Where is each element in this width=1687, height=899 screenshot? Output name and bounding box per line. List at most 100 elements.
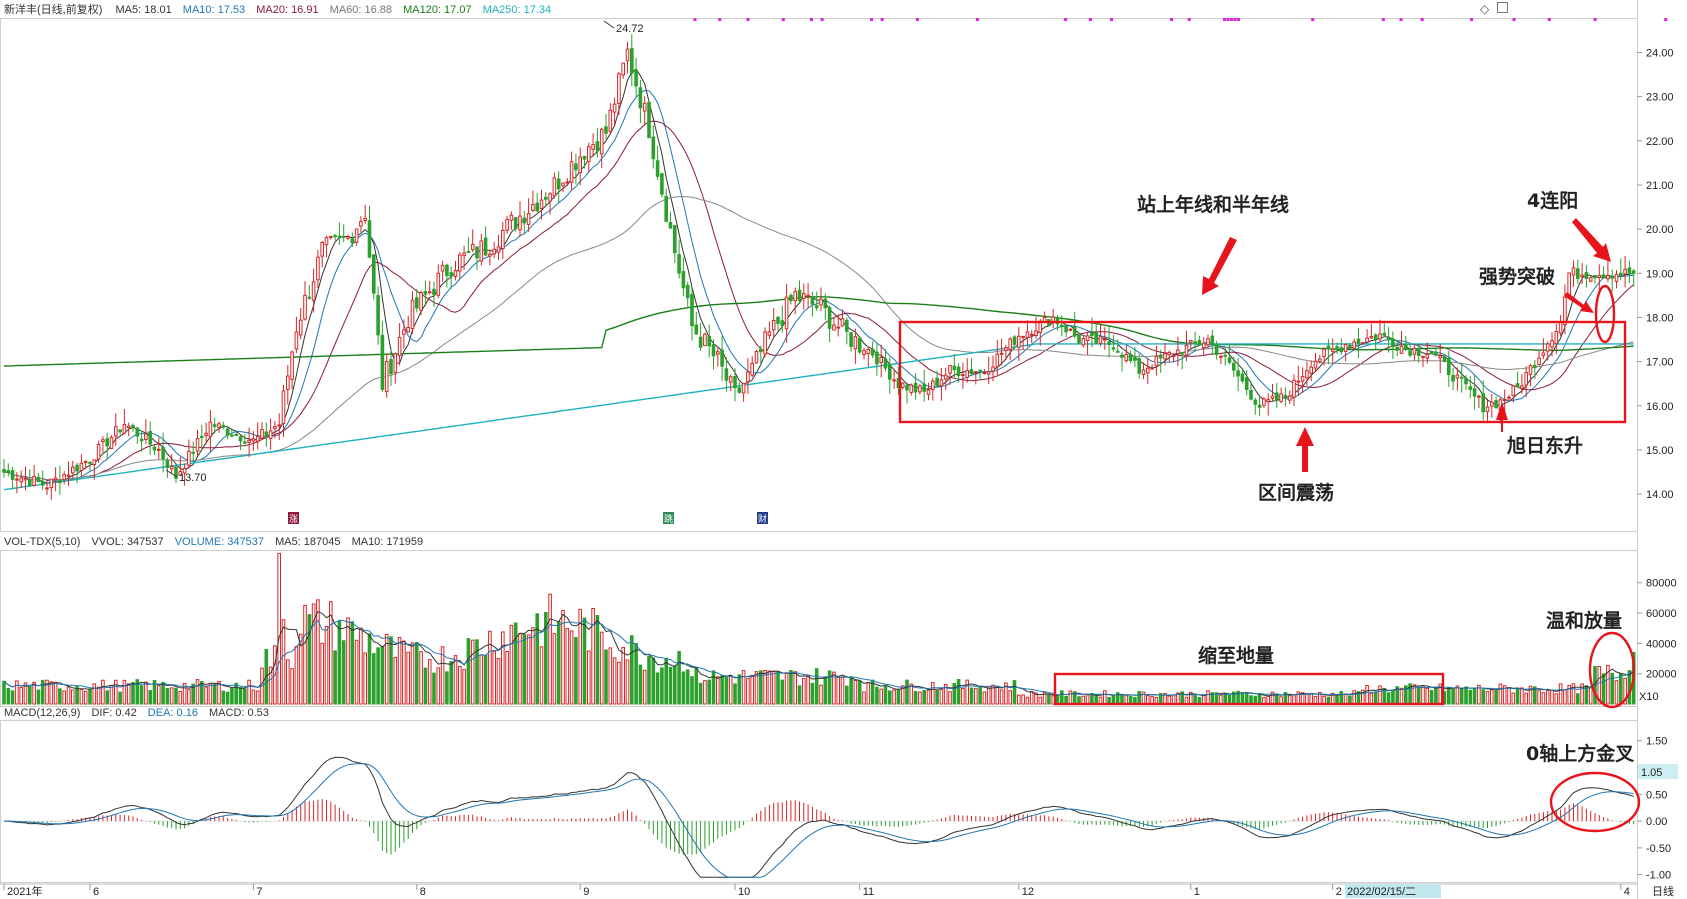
volume-bar [544, 612, 548, 705]
candle-body [384, 361, 389, 392]
candle [453, 261, 458, 281]
candle [982, 369, 987, 375]
candle-body [569, 161, 574, 183]
candle-body [397, 336, 402, 356]
candle-body [195, 438, 200, 452]
close-square-icon[interactable] [1496, 2, 1508, 13]
volume-bar [513, 622, 518, 705]
candle-body [1072, 326, 1077, 337]
candle-body [780, 320, 785, 327]
low-label: 13.70 [179, 472, 207, 484]
volume-bar [1563, 689, 1567, 705]
candle-body [1193, 341, 1197, 344]
price-tick-label: 22.00 [1646, 136, 1674, 148]
volume-bar [329, 601, 333, 705]
event-dot [1593, 18, 1597, 21]
candle [1507, 394, 1511, 401]
candle [329, 235, 333, 240]
candle-body [1619, 272, 1623, 277]
volume-bar [144, 681, 148, 705]
candle-body [664, 195, 669, 222]
candle-body [303, 294, 307, 320]
event-dot [1088, 18, 1092, 21]
candle [212, 417, 217, 434]
badge-cai-box [757, 512, 768, 524]
candle [131, 423, 135, 432]
candle [10, 466, 15, 489]
ma120-line [3, 296, 1634, 367]
price-tick-label: 17.00 [1646, 357, 1674, 369]
candle [337, 222, 342, 245]
candle-body [350, 238, 355, 244]
candle-body [234, 433, 238, 436]
volume-bar [522, 634, 527, 705]
volume-bar [458, 665, 462, 705]
volume-bar [599, 631, 604, 705]
candle-body [969, 369, 974, 375]
candle-body [187, 450, 191, 466]
candle-body [681, 270, 686, 289]
event-dot [1311, 18, 1315, 21]
ma250-line [3, 343, 1634, 491]
candle-body [1214, 343, 1219, 355]
candle [1326, 339, 1331, 365]
diamond-icon[interactable]: ◇ [1480, 2, 1490, 16]
candle [952, 353, 957, 379]
candle-body [273, 425, 277, 429]
volume-bar [402, 640, 406, 705]
candle-body [1524, 372, 1529, 386]
volume-bar [857, 680, 862, 705]
volume-bar [1257, 692, 1262, 705]
candle [1541, 338, 1546, 360]
volume-bar [561, 609, 565, 705]
candle [784, 283, 789, 343]
candle-body [604, 126, 608, 134]
event-badge-cai[interactable]: 财 [757, 512, 768, 524]
candle [28, 469, 32, 487]
volume-bar [445, 671, 449, 705]
candle-body [1322, 348, 1326, 358]
price-tick-label: 21.00 [1646, 180, 1674, 192]
candle-body [1085, 335, 1090, 342]
candle-body [148, 430, 152, 445]
candle [690, 287, 694, 341]
candle [991, 355, 995, 382]
candle-body [281, 390, 286, 424]
volume-bar [1029, 690, 1034, 705]
candle-body [746, 371, 750, 383]
candle [32, 464, 36, 487]
period-label[interactable]: 日线 [1652, 884, 1674, 898]
candle [1120, 351, 1124, 372]
candle [1115, 339, 1120, 353]
volume-bar [965, 679, 970, 705]
candle-body [1262, 398, 1266, 406]
candle-body [1128, 353, 1133, 362]
volume-bar [1214, 692, 1219, 705]
volume-bar [36, 689, 41, 705]
volume-bar [888, 690, 892, 705]
candle-body [814, 305, 819, 309]
candle [1292, 374, 1296, 407]
volume-bar [1227, 694, 1232, 705]
candle [311, 268, 316, 313]
event-badge-tiao[interactable]: 跳 [663, 512, 674, 524]
volume-bar [1584, 685, 1589, 705]
cursor-date-box[interactable] [1345, 884, 1441, 898]
candle-body [1296, 380, 1301, 383]
candle-body [1111, 347, 1116, 350]
candle-body [1257, 404, 1262, 408]
volume-bar [578, 608, 583, 705]
candle-body [1550, 340, 1554, 348]
candle [1214, 340, 1219, 360]
candle-body [1313, 360, 1318, 369]
macd-bars [0, 756, 1637, 878]
candle-body [1034, 330, 1038, 336]
event-badge-zhang[interactable]: 涨 [288, 512, 299, 524]
candle [793, 287, 798, 315]
candle [1515, 371, 1520, 388]
vol-ma5-line [3, 610, 1635, 697]
volume-bar [126, 683, 131, 705]
volume-bar [1292, 694, 1296, 705]
candle [591, 133, 595, 157]
